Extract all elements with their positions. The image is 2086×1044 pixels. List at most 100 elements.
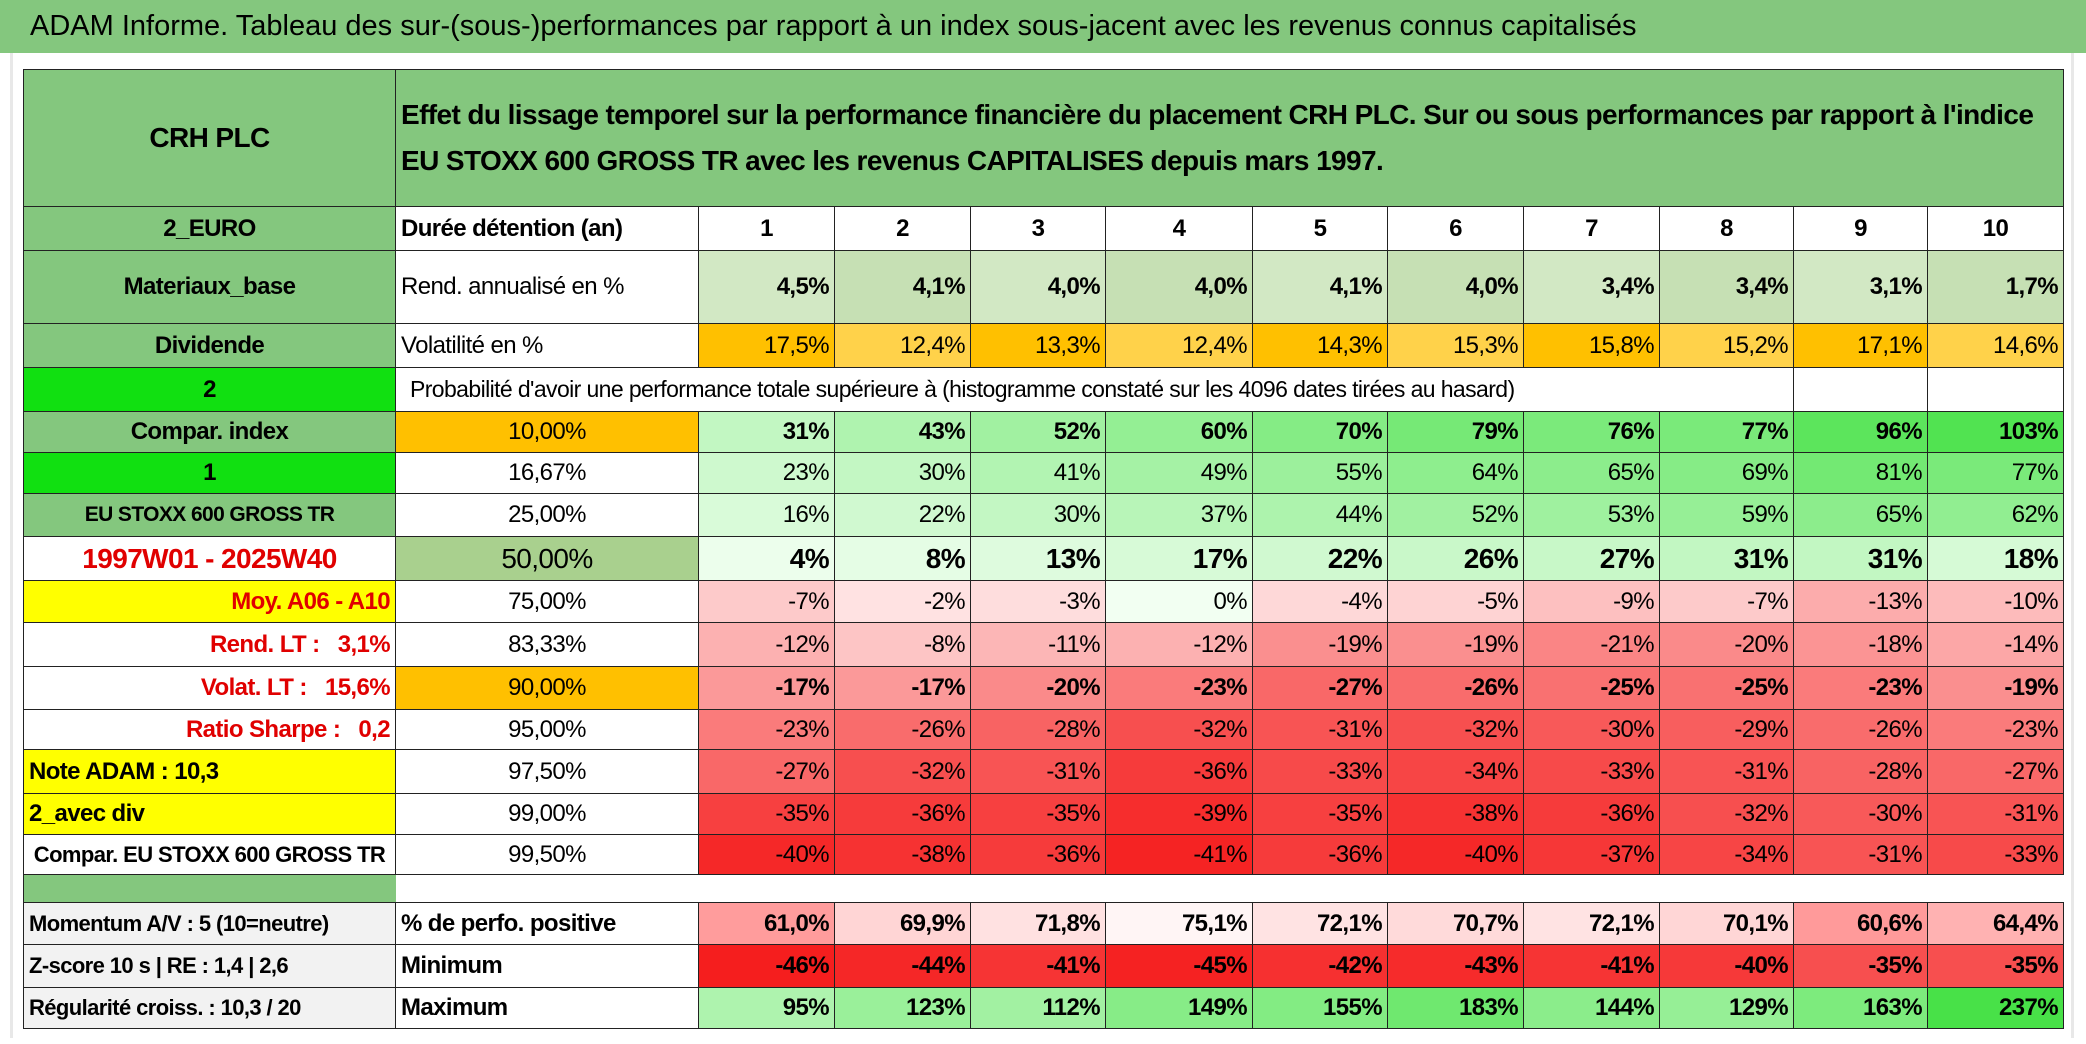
row-label: EU STOXX 600 GROSS TR xyxy=(23,493,396,537)
value-cell: 7 xyxy=(1523,206,1660,251)
percentile-row: Compar. EU STOXX 600 GROSS TR 99,50% -40% -… xyxy=(23,834,2065,875)
value-cell: 60% xyxy=(1105,411,1253,453)
value-cell: 31% xyxy=(1793,536,1928,581)
value-cell: 4,0% xyxy=(1105,250,1253,324)
value-cell: -41% xyxy=(1523,944,1660,988)
value-cell: 15,8% xyxy=(1523,323,1660,368)
value-cell: -36% xyxy=(1523,793,1660,835)
value-cell: 27% xyxy=(1523,536,1660,581)
value-cell: -20% xyxy=(1659,622,1794,667)
value-cell: 4,0% xyxy=(1387,250,1524,324)
probability-row: 2 Probabilité d'avoir une performance tot… xyxy=(23,367,2065,412)
value-cell: -31% xyxy=(970,749,1106,794)
value-cell: -21% xyxy=(1523,622,1660,667)
value-cell: 61,0% xyxy=(698,902,835,945)
percentile: 90,00% xyxy=(395,666,699,710)
value-cell: -32% xyxy=(1387,709,1524,750)
value-cell: 30% xyxy=(970,493,1106,537)
value-cell: 112% xyxy=(970,987,1106,1029)
value-cell: -35% xyxy=(970,793,1106,835)
summary-row: Régularité croiss. : 10,3 / 20 Maximum 95%… xyxy=(23,987,2065,1029)
value-cell: -35% xyxy=(1252,793,1388,835)
percentile: 99,50% xyxy=(395,834,699,875)
value-cell: 76% xyxy=(1523,411,1660,453)
value-cell: 22% xyxy=(1252,536,1388,581)
value-cell: -26% xyxy=(1793,709,1928,750)
value-cell: 149% xyxy=(1105,987,1253,1029)
value-cell: -35% xyxy=(1926,944,2065,988)
frame xyxy=(10,53,2074,1038)
value-cell: -27% xyxy=(698,749,835,794)
value-cell: -27% xyxy=(1252,666,1388,710)
stock-name: CRH PLC xyxy=(23,69,396,207)
value-cell: -17% xyxy=(698,666,835,710)
value-cell: 163% xyxy=(1793,987,1928,1029)
value-cell: 12,4% xyxy=(834,323,971,368)
value-cell: -36% xyxy=(970,834,1106,875)
value-cell: -4% xyxy=(1252,580,1388,623)
empty-cell xyxy=(1926,367,2065,412)
percentile-row: 2_avec div 99,00% -35% -36% -35% -39% -35% -38%… xyxy=(23,793,2065,835)
value-cell: 10 xyxy=(1926,206,2065,251)
value-cell: -23% xyxy=(1793,666,1928,710)
value-cell: 71,8% xyxy=(970,902,1106,945)
value-cell: -19% xyxy=(1926,666,2065,710)
value-cell: 64,4% xyxy=(1926,902,2065,945)
value-cell: 237% xyxy=(1926,987,2065,1029)
performance-table: CRH PLC Effet du lissage temporel sur la … xyxy=(23,69,2065,1029)
value-cell: 4,1% xyxy=(834,250,971,324)
value-cell: -12% xyxy=(698,622,835,667)
value-cell: 6 xyxy=(1387,206,1524,251)
row-label: 1 xyxy=(23,452,396,494)
percentile-row: EU STOXX 600 GROSS TR 25,00% 16% 22% 30% 37% 4… xyxy=(23,493,2065,537)
value-cell: 8% xyxy=(834,536,971,581)
value-cell: -46% xyxy=(698,944,835,988)
value-cell: -40% xyxy=(698,834,835,875)
value-cell: 14,3% xyxy=(1252,323,1388,368)
value-cell: 18% xyxy=(1926,536,2065,581)
percentile: 95,00% xyxy=(395,709,699,750)
value-cell: 9 xyxy=(1793,206,1928,251)
value-cell: 15,3% xyxy=(1387,323,1524,368)
value-cell: -34% xyxy=(1387,749,1524,794)
value-cell: 96% xyxy=(1793,411,1928,453)
row-label: 2_avec div xyxy=(23,793,396,835)
value-cell: -40% xyxy=(1387,834,1524,875)
value-cell: 75,1% xyxy=(1105,902,1253,945)
value-cell: -30% xyxy=(1523,709,1660,750)
value-cell: 79% xyxy=(1387,411,1524,453)
value-cell: -7% xyxy=(698,580,835,623)
value-cell: -9% xyxy=(1523,580,1660,623)
value-cell: 3,4% xyxy=(1523,250,1660,324)
value-cell: 31% xyxy=(1659,536,1794,581)
value-cell: 60,6% xyxy=(1793,902,1928,945)
row-label: 1997W01 - 2025W40 xyxy=(23,536,396,581)
value-cell: -18% xyxy=(1793,622,1928,667)
value-cell: 1 xyxy=(698,206,835,251)
value-cell: 37% xyxy=(1105,493,1253,537)
value-cell: -34% xyxy=(1659,834,1794,875)
value-cell: 4,0% xyxy=(970,250,1106,324)
value-cell: -33% xyxy=(1523,749,1660,794)
value-cell: -25% xyxy=(1523,666,1660,710)
row-label: Régularité croiss. : 10,3 / 20 xyxy=(23,987,396,1029)
value-cell: 4,1% xyxy=(1252,250,1388,324)
value-cell: -45% xyxy=(1105,944,1253,988)
spacer-cell xyxy=(23,874,396,903)
value-cell: -41% xyxy=(1105,834,1253,875)
row-label: Note ADAM : 10,3 xyxy=(23,749,396,794)
value-cell: -7% xyxy=(1659,580,1794,623)
value-cell: -44% xyxy=(834,944,971,988)
value-cell: 183% xyxy=(1387,987,1524,1029)
row-label: Moy. A06 - A10 xyxy=(23,580,396,623)
value-cell: -32% xyxy=(834,749,971,794)
value-cell: 22% xyxy=(834,493,971,537)
value-cell: 65% xyxy=(1793,493,1928,537)
value-cell: 65% xyxy=(1523,452,1660,494)
value-cell: 16% xyxy=(698,493,835,537)
value-cell: 77% xyxy=(1926,452,2065,494)
value-cell: -10% xyxy=(1926,580,2065,623)
table-body: CRH PLC Effet du lissage temporel sur la … xyxy=(23,69,2065,1029)
value-cell: -2% xyxy=(834,580,971,623)
